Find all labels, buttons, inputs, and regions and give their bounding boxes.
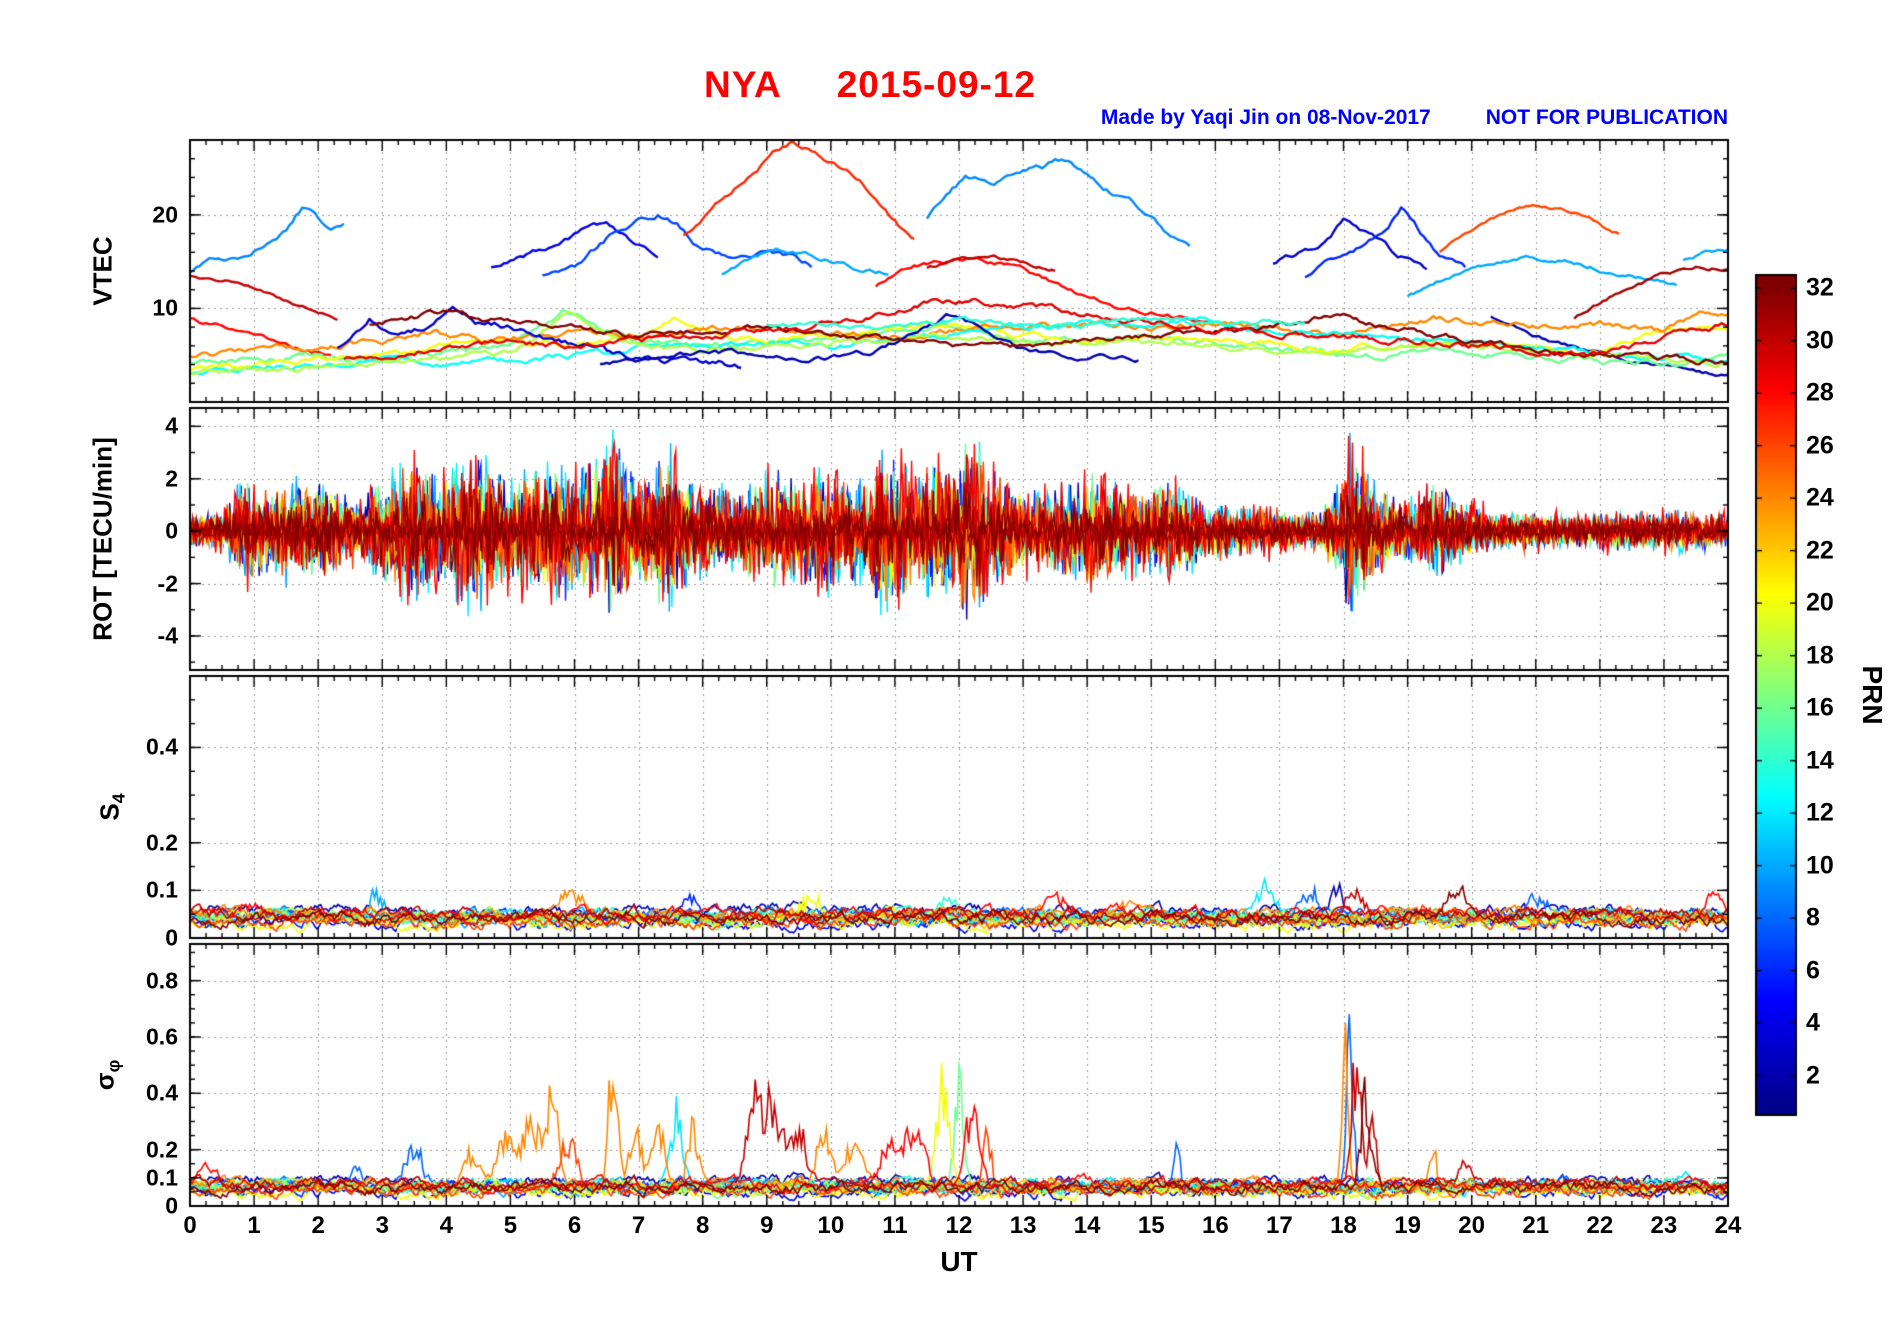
scintillation-figure: NYA 2015-09-12 Made by Yaqi Jin on 08-Nov… <box>0 0 1904 1330</box>
chart-canvas <box>0 0 1904 1330</box>
